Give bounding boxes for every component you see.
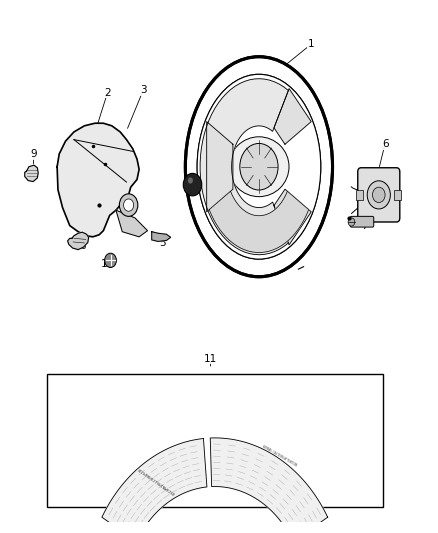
- Text: 6: 6: [382, 139, 389, 149]
- Text: 9: 9: [31, 149, 37, 159]
- Text: 4: 4: [191, 159, 197, 169]
- Text: 8: 8: [79, 241, 86, 251]
- Polygon shape: [152, 232, 171, 241]
- FancyBboxPatch shape: [350, 216, 374, 227]
- Polygon shape: [210, 438, 328, 533]
- Polygon shape: [274, 189, 311, 245]
- Text: 1: 1: [308, 39, 315, 49]
- Circle shape: [119, 194, 138, 216]
- Polygon shape: [102, 439, 207, 533]
- Text: 5: 5: [159, 238, 166, 248]
- Ellipse shape: [229, 137, 289, 197]
- Ellipse shape: [197, 74, 321, 259]
- Text: 3: 3: [140, 85, 147, 95]
- Polygon shape: [209, 191, 309, 253]
- Circle shape: [124, 199, 134, 211]
- Polygon shape: [274, 88, 311, 144]
- Text: 2: 2: [104, 87, 111, 98]
- Circle shape: [188, 177, 193, 183]
- Ellipse shape: [185, 56, 332, 277]
- Circle shape: [240, 143, 278, 190]
- Polygon shape: [25, 165, 38, 182]
- Circle shape: [348, 218, 355, 226]
- Text: SICHERHEITSHINWEISE: SICHERHEITSHINWEISE: [137, 468, 176, 497]
- Polygon shape: [200, 79, 288, 255]
- Text: 11: 11: [204, 353, 217, 364]
- Circle shape: [105, 253, 117, 268]
- Circle shape: [183, 173, 202, 196]
- Text: 10: 10: [101, 259, 114, 269]
- Text: AIRBAG CAUTION/ATTENTION: AIRBAG CAUTION/ATTENTION: [261, 444, 297, 467]
- Bar: [394, 190, 401, 200]
- Bar: [357, 190, 363, 200]
- Polygon shape: [207, 122, 233, 212]
- Polygon shape: [116, 210, 148, 237]
- Ellipse shape: [367, 181, 390, 209]
- Text: 7: 7: [361, 221, 367, 231]
- Polygon shape: [57, 123, 139, 237]
- Bar: [46, 374, 383, 507]
- FancyBboxPatch shape: [358, 168, 400, 222]
- Polygon shape: [67, 232, 88, 249]
- Ellipse shape: [372, 187, 385, 203]
